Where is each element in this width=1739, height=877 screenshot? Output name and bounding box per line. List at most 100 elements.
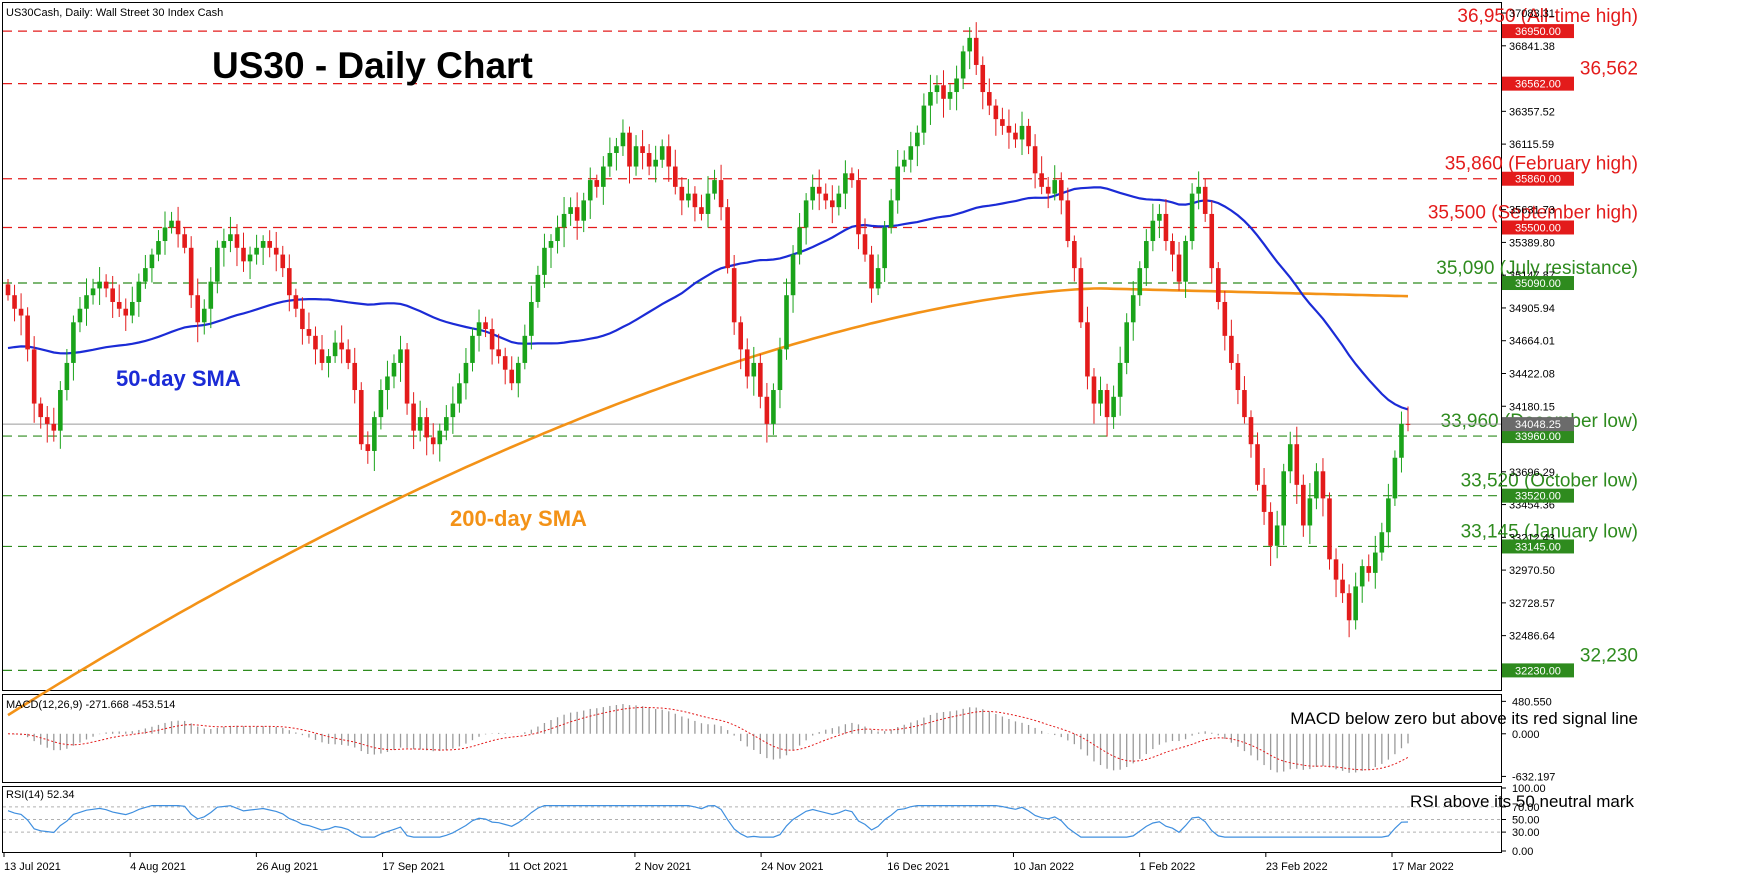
candle-body [1346,593,1352,621]
level-price-box [1502,220,1574,235]
candle-body [901,159,907,167]
candle-body [1000,119,1005,126]
candle-body [254,247,259,255]
price-tick-label: 36115.59 [1509,139,1554,151]
candle-body [1045,186,1051,194]
candle-body [280,254,286,269]
chart-title: US30 - Daily Chart [212,45,533,86]
candle-body [129,301,135,316]
candle-body [489,329,495,350]
candle-body [378,390,384,418]
level-label: 36,562 [1580,59,1638,80]
rsi-tick-label: 0.00 [1512,846,1533,858]
candle-body [1170,241,1175,255]
candle-body [1163,213,1169,242]
candle-body [1196,186,1201,194]
candle-body [149,254,155,269]
candle-body [509,369,515,384]
candle-body [581,200,587,221]
candle-body [502,356,508,370]
candle-body [306,329,312,336]
candle-body [699,207,704,214]
date-tick-label: 13 Jul 2021 [4,861,61,873]
candle-body [496,349,501,357]
candle-body [1130,295,1136,323]
candle-body [1144,241,1149,269]
candle-body [1176,254,1182,282]
axis-layer: 37083.31 36841.38 36357.52 36115.59 35631.73… [3,8,1574,873]
candle-body [529,301,534,336]
candle-body [1392,457,1398,499]
candle-body [1379,532,1385,553]
candle-body [1065,200,1071,242]
candle-body [1405,423,1411,425]
candle-body [188,247,194,296]
symbol-info: US30Cash, Daily: Wall Street 30 Index Ca… [6,7,223,19]
price-tick-label: 37083.31 [1509,8,1555,20]
candle-body [241,247,246,262]
candle-body [653,159,658,167]
candle-body [38,403,44,418]
candle-body [888,200,894,228]
candle-body [424,417,429,438]
candle-body [1052,180,1058,194]
candle-body [411,403,416,431]
candle-body [162,227,168,242]
candle-body [1281,471,1287,526]
candle-body [1314,471,1319,499]
candle-body [967,37,972,52]
candle-body [692,193,698,208]
candle-body [1104,390,1110,418]
candle-body [875,268,881,289]
candle-body [640,146,645,153]
candle-body [869,254,874,289]
candle-body [287,268,292,296]
candle-body [535,274,541,302]
level-label: 32,230 [1580,645,1638,666]
candle-body [607,152,613,167]
candle-body [574,207,580,221]
level-label: 36,950 (All-time high) [1457,6,1638,27]
candle-body [345,349,351,363]
price-tick-label: 34422.08 [1509,368,1555,380]
candle-body [64,362,70,391]
candle-body [1183,241,1188,282]
candle-body [1098,390,1103,404]
candle-body [483,322,488,330]
price-tick-label: 32970.50 [1509,565,1555,577]
candle-body [1117,362,1123,397]
candle-body [843,173,848,194]
current-price-box [1502,417,1574,432]
candle-body [1242,390,1247,418]
candle-body [31,349,37,404]
candle-body [1327,498,1332,560]
candle-body [1399,423,1404,458]
candle-body [934,85,940,93]
candle-body [25,315,30,350]
sma200-label: 200-day SMA [450,506,587,531]
candle-body [705,193,711,214]
candle-body [84,295,89,309]
date-tick-label: 26 Aug 2021 [256,861,318,873]
candle-body [247,254,253,262]
candle-body [862,234,868,255]
level-price-box-label: 35500.00 [1515,222,1561,234]
level-price-box-label: 36950.00 [1515,26,1561,38]
candle-body [1209,213,1215,269]
candle-body [1255,444,1260,485]
macd-title: MACD(12,26,9) -271.668 -453.514 [6,699,175,711]
candle-body [208,281,214,309]
main-panel-frame [2,2,1502,691]
candle-body [1229,335,1234,363]
candle-body [777,349,783,391]
candle-body [973,37,979,65]
candle-body [1268,511,1273,546]
level-label: 33,520 (October low) [1461,471,1638,492]
candle-body [1333,559,1339,580]
price-tick-label: 34180.15 [1509,401,1555,413]
candle-body [1287,444,1293,472]
candle-body [1235,362,1241,391]
level-label: 35,860 (February high) [1445,154,1638,175]
candle-body [1137,268,1143,296]
